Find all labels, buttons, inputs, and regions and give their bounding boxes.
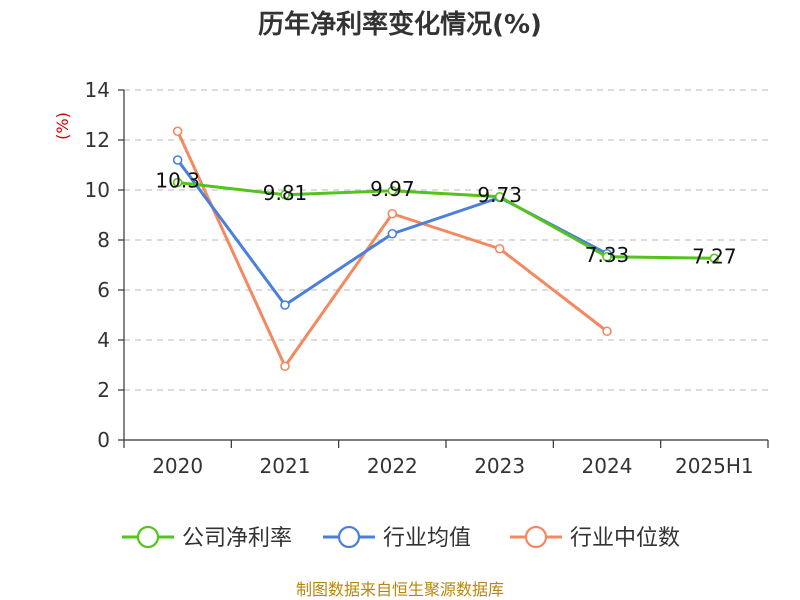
data-label: 9.81 <box>263 181 308 205</box>
y-axis-unit: (%) <box>53 112 72 140</box>
chart-title: 历年净利率变化情况(%) <box>258 9 542 40</box>
axes: 0 2 4 6 8 10 12 14 2020 2021 2022 2023 2024 2025H1 <box>85 78 769 478</box>
y-tick-label: 12 <box>85 128 110 152</box>
x-tick-label: 2022 <box>367 454 418 478</box>
grid-lines <box>124 89 768 391</box>
series-line <box>177 181 715 260</box>
data-point <box>602 251 612 262</box>
data-point <box>494 191 505 202</box>
legend-marker <box>337 525 361 549</box>
legend-label: 公司净利率 <box>182 526 292 551</box>
y-tick-label: 14 <box>85 78 110 102</box>
data-point <box>387 185 398 196</box>
legend: 公司净利率 行业均值 行业中位数 <box>122 525 680 551</box>
data-label: 7.27 <box>692 244 737 268</box>
data-point <box>280 189 290 200</box>
x-tick-label: 2025H1 <box>675 454 754 478</box>
data-label: 9.73 <box>477 183 522 207</box>
data-point <box>280 300 290 310</box>
data-point <box>602 326 612 337</box>
y-tick-label: 6 <box>97 278 110 302</box>
data-point <box>387 228 398 239</box>
y-tick-label: 0 <box>97 428 110 452</box>
data-point <box>709 253 720 264</box>
data-point <box>172 126 183 137</box>
legend-label: 行业中位数 <box>570 526 680 551</box>
y-tick-label: 8 <box>97 228 110 252</box>
data-label: 9.97 <box>370 177 415 201</box>
series-0 <box>172 177 720 264</box>
legend-label: 行业均值 <box>383 526 471 551</box>
data-point <box>172 155 183 165</box>
data-point <box>494 243 505 254</box>
data-point <box>172 177 183 188</box>
x-tick-label: 2020 <box>152 454 203 478</box>
y-tick-label: 2 <box>97 378 110 402</box>
x-tick-label: 2024 <box>582 454 633 478</box>
y-tick-label: 10 <box>85 178 110 202</box>
data-label: 7.33 <box>585 243 630 267</box>
legend-marker <box>136 525 160 549</box>
x-tick-label: 2021 <box>260 454 311 478</box>
data-point <box>280 361 290 372</box>
x-tick-label: 2023 <box>474 454 525 478</box>
series-layer: 10.3 9.81 9.97 9.73 7.33 7.27 <box>155 126 737 372</box>
data-point <box>387 208 398 219</box>
data-label: 10.3 <box>155 169 200 193</box>
y-tick-label: 4 <box>97 328 110 352</box>
source-note: 制图数据来自恒生聚源数据库 <box>296 580 504 599</box>
series-2 <box>172 126 612 372</box>
legend-marker <box>524 525 548 549</box>
